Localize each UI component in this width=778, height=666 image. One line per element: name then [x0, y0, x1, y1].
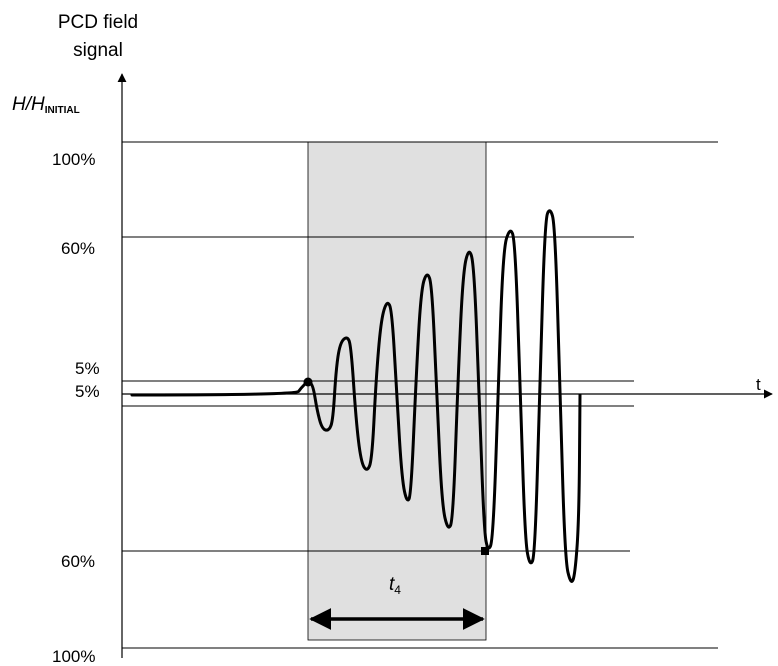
- y-axis-label-subscript: INITIAL: [45, 105, 80, 116]
- diagram-title-line2: signal: [73, 40, 123, 61]
- y-axis-label: H/HINITIAL: [12, 94, 80, 116]
- signal-curve: [130, 209, 582, 583]
- diagram-title-line1: PCD field: [58, 12, 138, 33]
- interval-label: t4: [389, 574, 401, 597]
- level-label-bottom-100: 100%: [52, 647, 95, 666]
- interval-label-subscript: 4: [394, 583, 401, 597]
- level-label-top-60: 60%: [61, 239, 95, 258]
- y-axis-label-main: H/H: [12, 94, 45, 115]
- level-label-top-100: 100%: [52, 150, 95, 169]
- interval-start-point: [303, 377, 313, 387]
- level-label-top-5: 5%: [75, 359, 100, 378]
- interval-label-main: t: [389, 574, 395, 595]
- interval-end-point: [481, 547, 489, 555]
- x-axis-label: t: [756, 375, 761, 394]
- level-label-bottom-5: 5%: [75, 382, 100, 401]
- level-label-bottom-60: 60%: [61, 552, 95, 571]
